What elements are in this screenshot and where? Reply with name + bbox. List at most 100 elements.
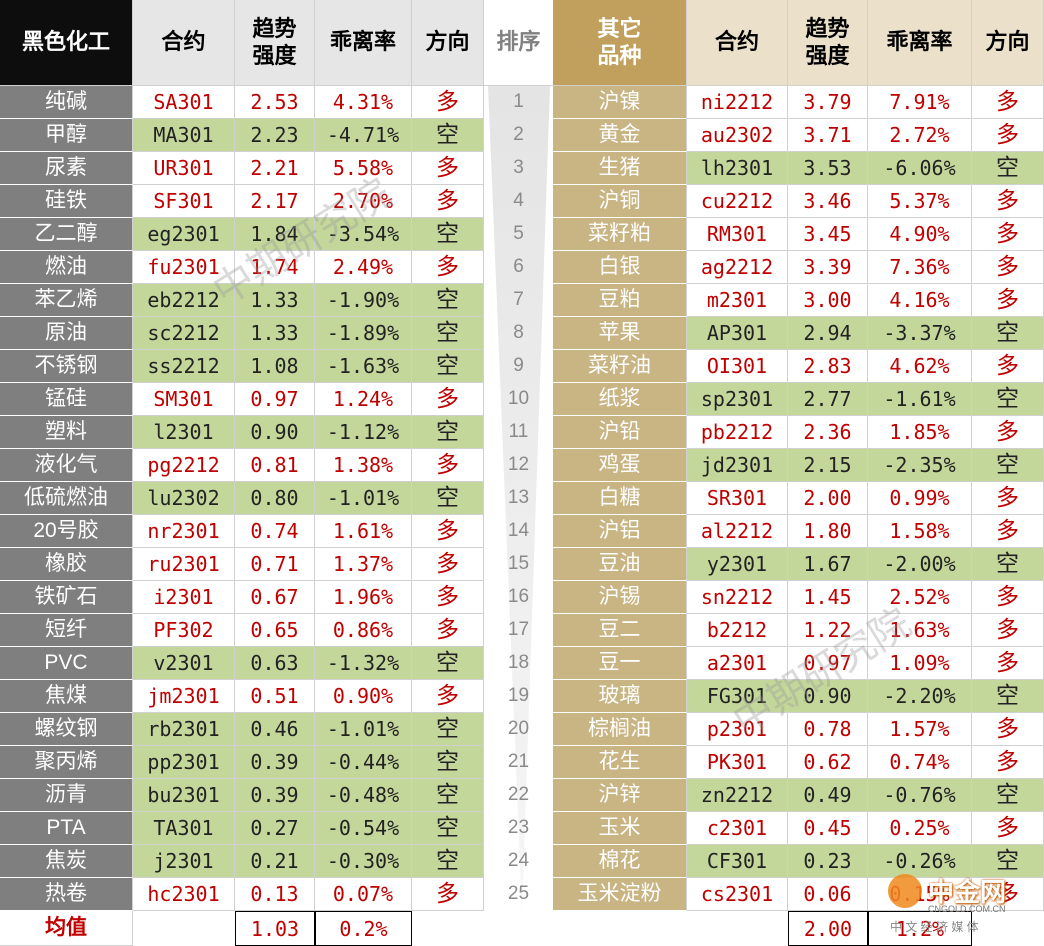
header-deviation: 乖离率 (315, 0, 412, 86)
deviation: 0.86% (315, 614, 412, 647)
variety: 豆一 (553, 647, 687, 680)
trend-strength: 2.17 (235, 185, 315, 218)
deviation: 7.91% (868, 86, 972, 119)
deviation: 1.38% (315, 449, 412, 482)
trend-strength: 2.77 (788, 383, 868, 416)
direction: 空 (412, 317, 484, 350)
rank: 24 (507, 850, 530, 872)
header-trend-strength: 趋势 强度 (235, 0, 315, 86)
trend-strength: 0.67 (235, 581, 315, 614)
direction: 多 (972, 581, 1044, 614)
deviation: 4.16% (868, 284, 972, 317)
variety: 沪铅 (553, 416, 687, 449)
contract: SF301 (133, 185, 235, 218)
direction: 多 (972, 86, 1044, 119)
trend-strength: 2.00 (788, 482, 868, 515)
contract: rb2301 (133, 713, 235, 746)
trend-strength: 0.74 (235, 515, 315, 548)
average-strength: 2.00 (788, 911, 868, 946)
variety: 原油 (0, 317, 133, 350)
contract: hc2301 (133, 878, 235, 911)
contract: TA301 (133, 812, 235, 845)
average-deviation: 0.2% (315, 911, 412, 946)
variety: 螺纹钢 (0, 713, 133, 746)
direction: 多 (972, 482, 1044, 515)
variety: 塑料 (0, 416, 133, 449)
rank: 6 (513, 256, 524, 278)
direction: 多 (972, 647, 1044, 680)
deviation: -1.89% (315, 317, 412, 350)
direction: 空 (412, 812, 484, 845)
deviation: 2.70% (315, 185, 412, 218)
deviation: 1.37% (315, 548, 412, 581)
direction: 多 (412, 152, 484, 185)
header-contract: 合约 (687, 0, 788, 86)
variety: 鸡蛋 (553, 449, 687, 482)
rank: 21 (507, 751, 530, 773)
trend-strength: 1.74 (235, 251, 315, 284)
variety: 热卷 (0, 878, 133, 911)
contract: sn2212 (687, 581, 788, 614)
variety: 玉米淀粉 (553, 878, 687, 911)
contract: pp2301 (133, 746, 235, 779)
direction: 空 (972, 548, 1044, 581)
variety: 尿素 (0, 152, 133, 185)
deviation: 1.96% (315, 581, 412, 614)
variety: 焦炭 (0, 845, 133, 878)
contract: ss2212 (133, 350, 235, 383)
direction: 多 (972, 746, 1044, 779)
deviation: -1.32% (315, 647, 412, 680)
direction: 多 (412, 548, 484, 581)
rank: 16 (507, 586, 530, 608)
trend-strength: 0.62 (788, 746, 868, 779)
rank: 9 (513, 355, 524, 377)
trend-strength: 0.78 (788, 713, 868, 746)
contract: MA301 (133, 119, 235, 152)
deviation: -3.37% (868, 317, 972, 350)
header-contract: 合约 (133, 0, 235, 86)
direction: 多 (972, 614, 1044, 647)
direction: 空 (972, 152, 1044, 185)
average-strength: 1.03 (235, 911, 315, 946)
contract: UR301 (133, 152, 235, 185)
contract: SM301 (133, 383, 235, 416)
variety: 苯乙烯 (0, 284, 133, 317)
deviation: -1.90% (315, 284, 412, 317)
trend-strength: 0.46 (235, 713, 315, 746)
direction: 多 (412, 449, 484, 482)
direction: 空 (972, 449, 1044, 482)
direction: 多 (412, 680, 484, 713)
deviation: 1.85% (868, 416, 972, 449)
trend-strength: 1.84 (235, 218, 315, 251)
contract: l2301 (133, 416, 235, 449)
rank: 4 (513, 190, 524, 212)
trend-strength: 0.45 (788, 812, 868, 845)
trend-strength: 0.13 (235, 878, 315, 911)
rank: 17 (507, 619, 530, 641)
contract: RM301 (687, 218, 788, 251)
direction: 空 (972, 680, 1044, 713)
variety: 燃油 (0, 251, 133, 284)
contract: PF302 (133, 614, 235, 647)
rank: 3 (513, 157, 524, 179)
deviation: -2.20% (868, 680, 972, 713)
logo-domain: CNGOLD.COM.CN (928, 904, 1006, 914)
deviation: 1.63% (868, 614, 972, 647)
trend-strength: 3.00 (788, 284, 868, 317)
contract: c2301 (687, 812, 788, 845)
trend-strength: 0.90 (235, 416, 315, 449)
contract: ru2301 (133, 548, 235, 581)
contract: jm2301 (133, 680, 235, 713)
direction: 多 (972, 185, 1044, 218)
rank: 20 (507, 718, 530, 740)
contract: PK301 (687, 746, 788, 779)
deviation: -0.76% (868, 779, 972, 812)
trend-strength: 0.49 (788, 779, 868, 812)
variety: 花生 (553, 746, 687, 779)
contract: eg2301 (133, 218, 235, 251)
deviation: 7.36% (868, 251, 972, 284)
rank: 8 (513, 322, 524, 344)
contract: ni2212 (687, 86, 788, 119)
variety: 黄金 (553, 119, 687, 152)
direction: 空 (972, 845, 1044, 878)
